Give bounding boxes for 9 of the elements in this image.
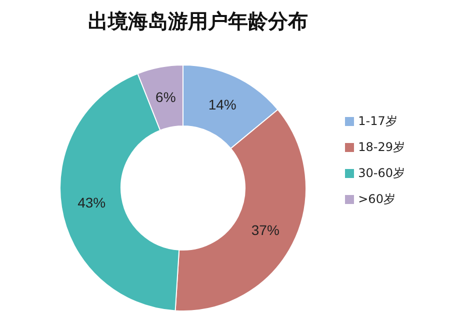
legend-label: 30-60岁 [358, 166, 405, 180]
data-label: 37% [251, 222, 280, 238]
legend-label: 18-29岁 [358, 140, 405, 154]
legend-label: >60岁 [358, 192, 396, 206]
data-label: 43% [78, 194, 106, 210]
legend-label: 1-17岁 [358, 114, 398, 128]
data-label: 14% [208, 96, 236, 112]
chart-title: 出境海岛游用户年龄分布 [87, 8, 309, 35]
data-label: 6% [156, 89, 176, 106]
